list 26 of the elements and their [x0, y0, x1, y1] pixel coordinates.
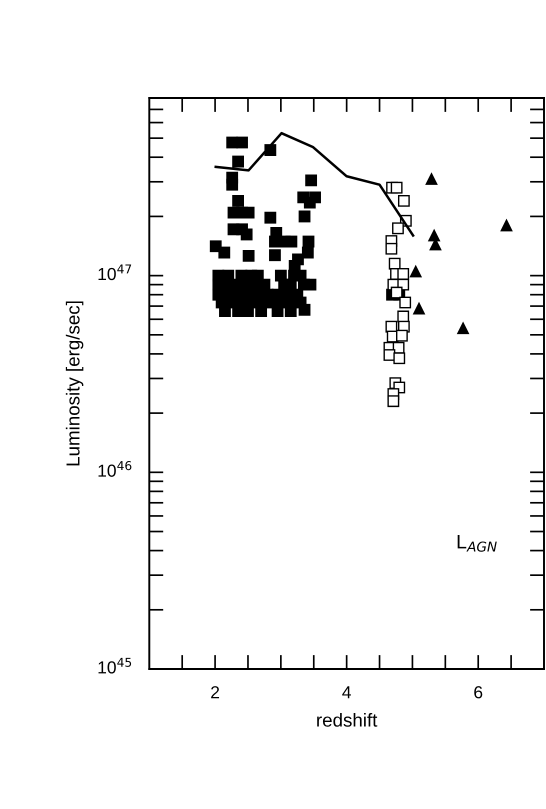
x-tick-label: 6 — [474, 686, 482, 698]
y-tick-label: 10$^{46}$ — [98, 461, 132, 477]
point — [457, 322, 469, 334]
point — [413, 302, 425, 314]
line-series — [214, 132, 414, 237]
annotation: L$_{AGN}$ — [458, 534, 497, 552]
point — [385, 242, 398, 255]
x-tick-label: 2 — [211, 686, 220, 698]
point — [396, 330, 408, 342]
point — [393, 352, 406, 364]
y-tick-label: 10$^{45}$ — [98, 658, 132, 674]
y-axis-title: Luminosity [erg/sec] — [66, 301, 84, 466]
point — [384, 349, 396, 361]
x-tick-label: 4 — [342, 686, 351, 698]
y-tick-label: 10$^{47}$ — [98, 264, 132, 280]
point — [500, 220, 512, 232]
point — [387, 395, 400, 408]
point — [410, 266, 422, 278]
point — [392, 222, 404, 234]
point — [399, 296, 412, 308]
point — [428, 230, 440, 242]
point — [398, 194, 410, 207]
x-axis-title: redshift — [317, 712, 378, 727]
point — [426, 173, 438, 185]
point — [390, 182, 403, 194]
point — [390, 286, 403, 298]
